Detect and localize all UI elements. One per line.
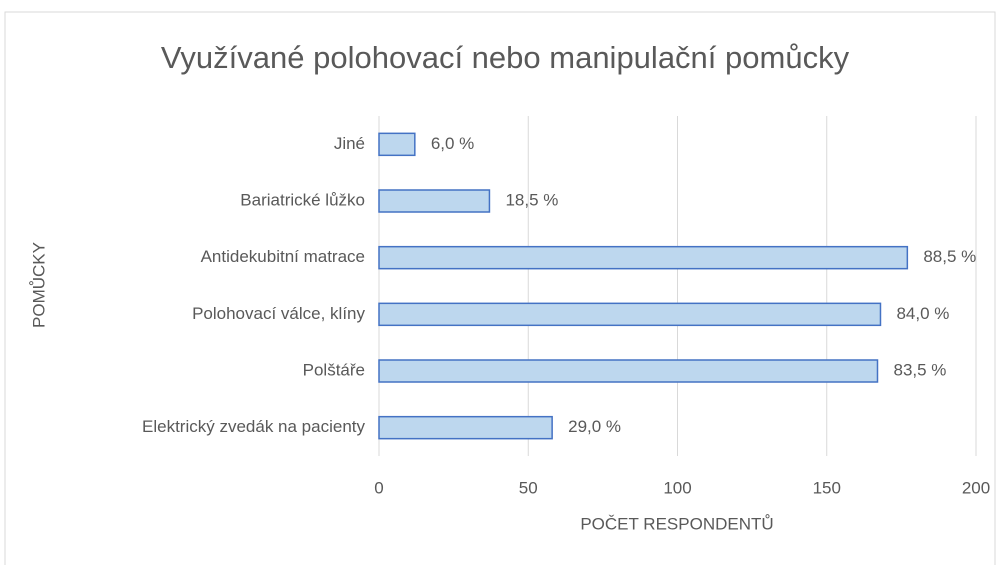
data-label: 18,5 % — [505, 190, 558, 209]
x-tick-label: 50 — [519, 478, 538, 497]
y-tick-label: Elektrický zvedák na pacienty — [142, 417, 365, 436]
data-label: 83,5 % — [893, 360, 946, 379]
bar — [378, 415, 553, 440]
y-tick-label: Bariatrické lůžko — [240, 190, 365, 209]
bar — [378, 359, 879, 383]
y-tick-label: Polohovací válce, klíny — [192, 304, 365, 323]
data-label: 6,0 % — [431, 134, 474, 153]
data-label: 84,0 % — [896, 304, 949, 323]
bar — [378, 302, 882, 327]
y-tick-label: Jiné — [334, 134, 365, 153]
y-tick-label: Antidekubitní matrace — [201, 247, 365, 266]
data-label: 29,0 % — [568, 417, 621, 436]
y-axis-title: POMŮCKY — [29, 242, 48, 328]
chart-frame — [4, 11, 996, 565]
y-tick-label: Polštáře — [303, 360, 365, 379]
x-tick-label: 100 — [663, 478, 691, 497]
x-tick-label: 200 — [962, 478, 990, 497]
x-tick-label: 0 — [374, 478, 383, 497]
x-tick-label: 150 — [813, 478, 841, 497]
chart-title: Využívané polohovací nebo manipulační po… — [161, 40, 850, 75]
bar — [378, 132, 416, 157]
bar — [378, 245, 909, 270]
x-axis-title: POČET RESPONDENTŮ — [580, 514, 773, 533]
bar — [378, 189, 491, 213]
data-label: 88,5 % — [923, 247, 976, 266]
